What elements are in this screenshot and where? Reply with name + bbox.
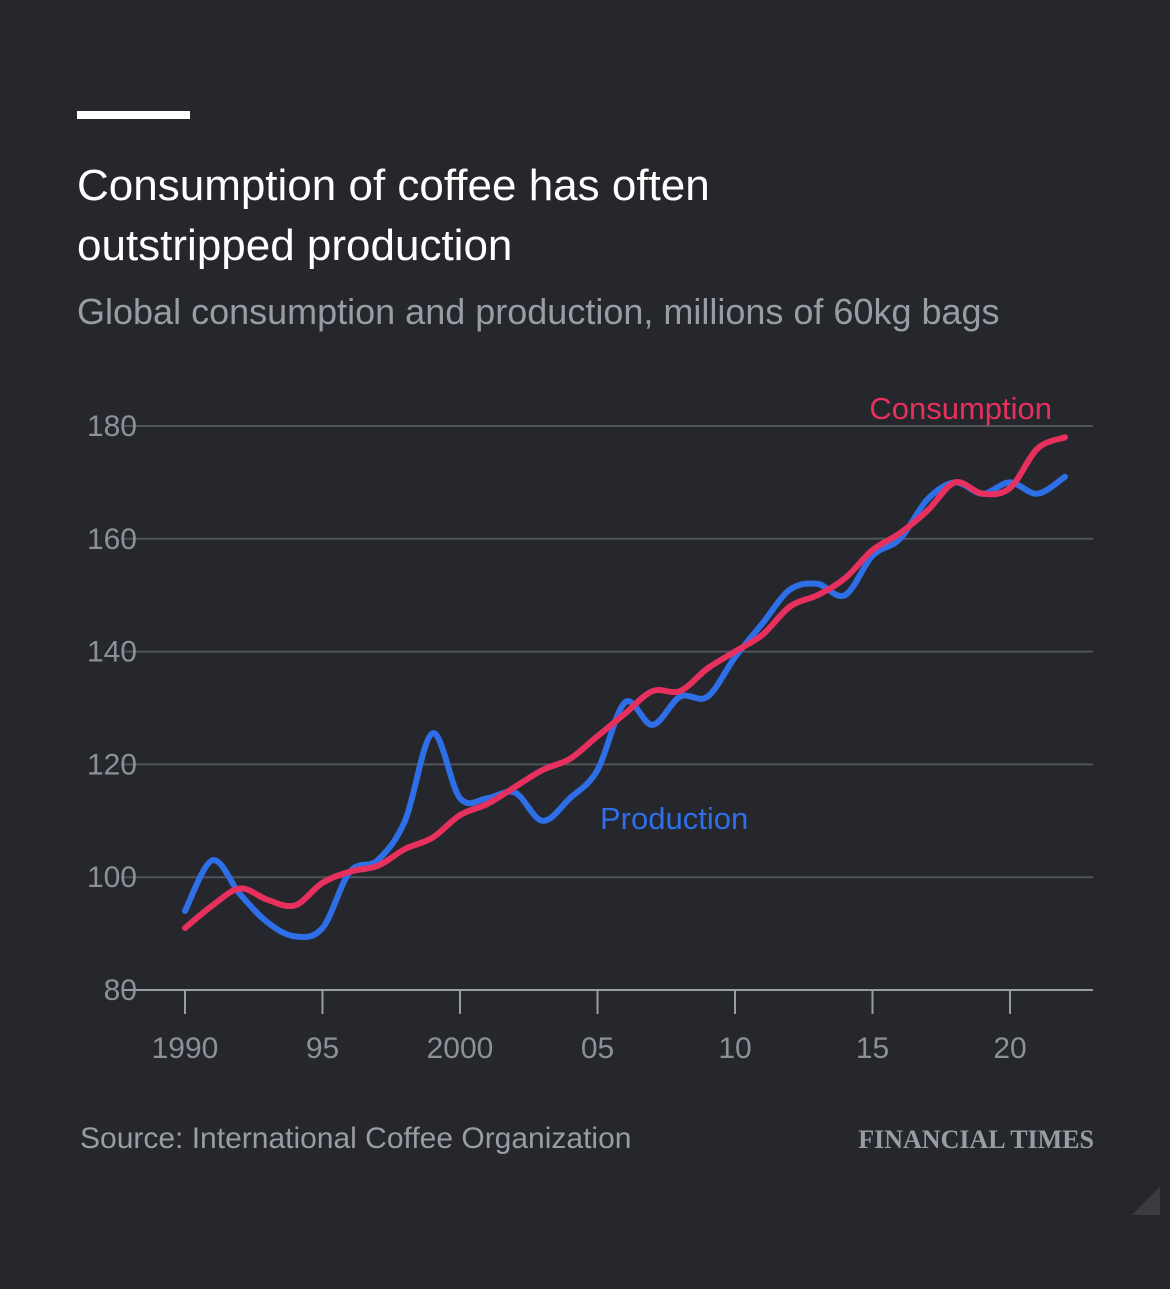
y-tick-label: 100 <box>87 861 137 894</box>
source-note: Source: International Coffee Organizatio… <box>80 1122 631 1155</box>
y-tick-label: 120 <box>87 748 137 781</box>
y-axis-ticks: 80 100 120 140 160 180 <box>87 410 137 1007</box>
publisher-logo: FINANCIAL TIMES <box>858 1125 1094 1154</box>
x-tick-label: 95 <box>306 1032 339 1065</box>
y-tick-label: 180 <box>87 410 137 443</box>
series <box>182 434 1068 941</box>
x-tick-label: 10 <box>718 1032 751 1065</box>
x-axis-ticks: 1990 95 2000 05 10 15 20 <box>152 990 1027 1065</box>
series-label-consumption: Consumption <box>869 391 1052 426</box>
y-tick-label: 80 <box>104 974 137 1007</box>
x-tick-label: 1990 <box>152 1032 219 1065</box>
x-tick-label: 2000 <box>427 1032 494 1065</box>
x-tick-label: 15 <box>856 1032 889 1065</box>
x-tick-label: 05 <box>581 1032 614 1065</box>
grid <box>124 425 1093 991</box>
y-tick-label: 160 <box>87 523 137 556</box>
series-line-production <box>182 473 1068 941</box>
y-tick-label: 140 <box>87 636 137 669</box>
x-tick-label: 20 <box>993 1032 1026 1065</box>
chart-title-line-2: outstripped production <box>77 221 512 270</box>
resize-corner-icon <box>1132 1187 1160 1215</box>
series-line-consumption <box>182 434 1068 931</box>
chart-title-line-1: Consumption of coffee has often <box>77 161 710 210</box>
title-rule <box>77 111 190 119</box>
series-label-production: Production <box>600 801 748 836</box>
chart-subtitle: Global consumption and production, milli… <box>77 291 1000 332</box>
